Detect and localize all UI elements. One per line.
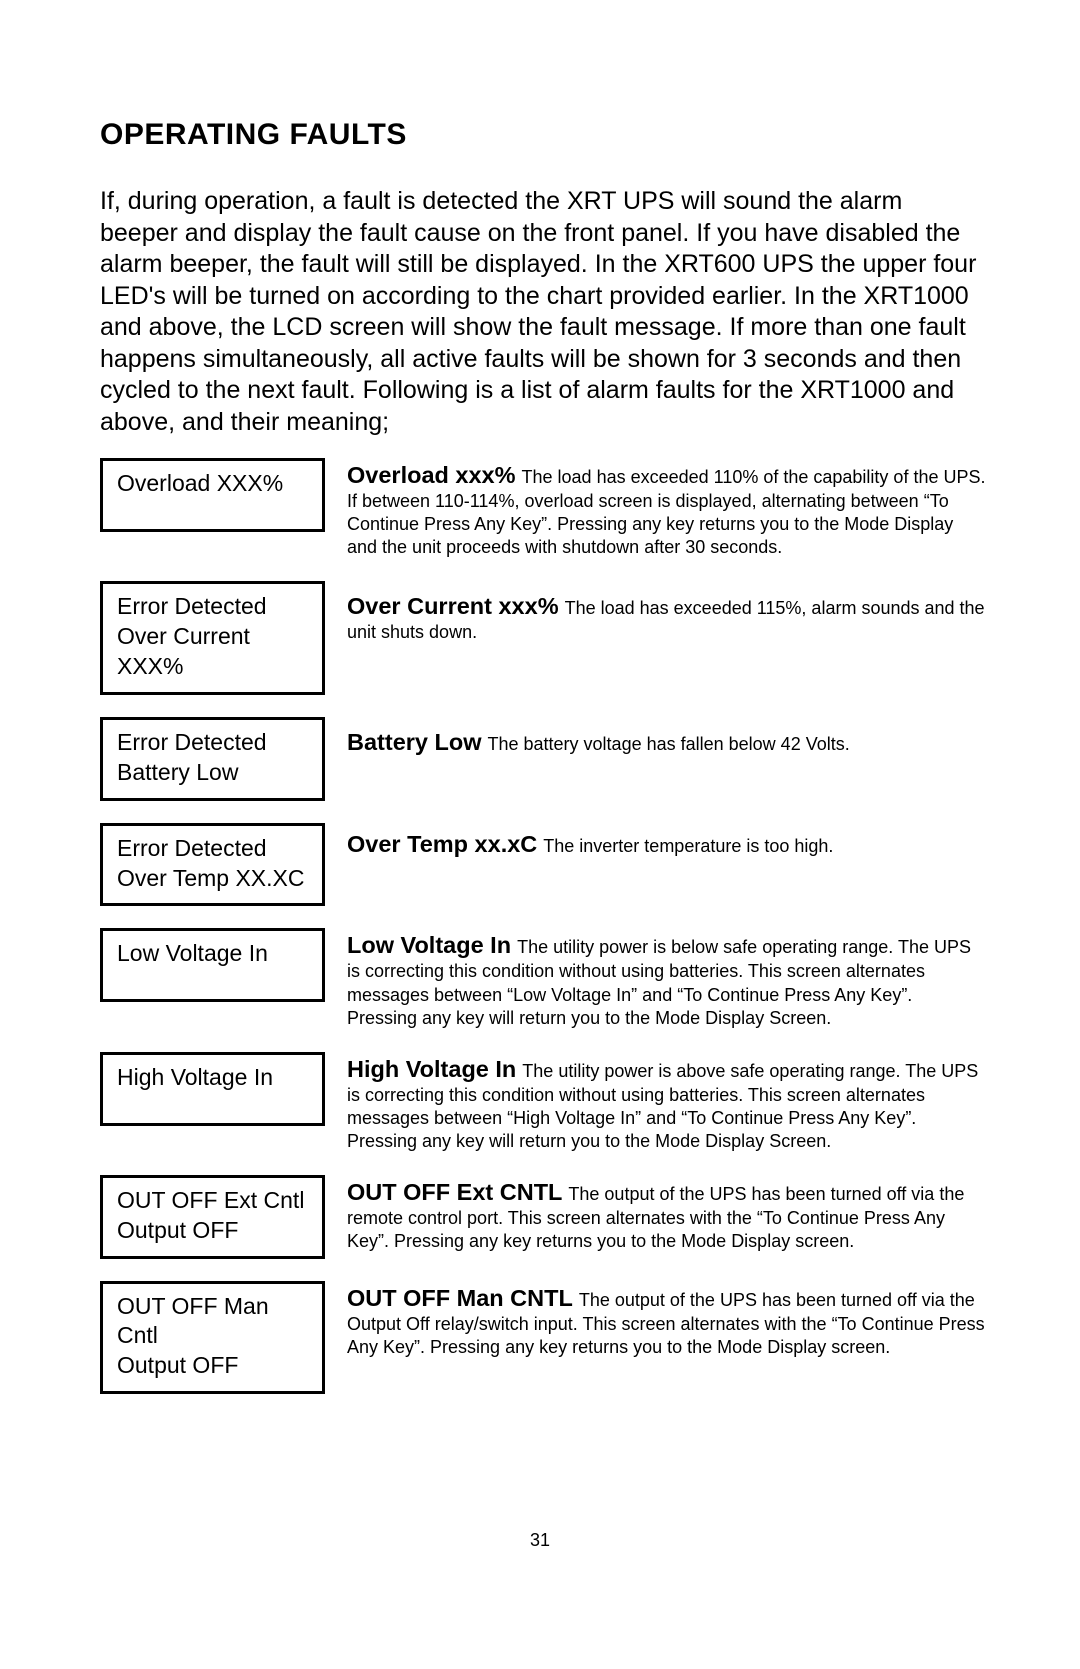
fault-lead: Over Temp xx.xC [347,831,537,857]
lcd-line-1: Error Detected [117,592,308,622]
fault-body: The inverter temperature is too high. [543,836,833,856]
fault-lead: OUT OFF Man CNTL [347,1285,573,1311]
lcd-line-2: Over Current XXX% [117,622,308,682]
lcd-display-box: Error Detected Over Current XXX% [100,581,325,695]
fault-row: OUT OFF Ext Cntl Output OFF OUT OFF Ext … [100,1175,986,1259]
fault-row: Overload XXX% Overload xxx%The load has … [100,458,986,559]
lcd-line-1: Error Detected [117,834,308,864]
fault-description: Over Current xxx%The load has exceeded 1… [347,581,986,644]
lcd-line-1: OUT OFF Man Cntl [117,1292,308,1352]
fault-row: Error Detected Over Current XXX% Over Cu… [100,581,986,695]
section-heading: OPERATING FAULTS [100,118,986,152]
lcd-display-box: Error Detected Over Temp XX.XC [100,823,325,907]
fault-lead: Battery Low [347,729,482,755]
fault-description: OUT OFF Man CNTLThe output of the UPS ha… [347,1281,986,1359]
fault-lead: Over Current xxx% [347,593,559,619]
fault-row: Low Voltage In Low Voltage InThe utility… [100,928,986,1029]
lcd-display-box: Overload XXX% [100,458,325,532]
fault-row: Error Detected Battery Low Battery Low Th… [100,717,986,801]
lcd-display-box: OUT OFF Man Cntl Output OFF [100,1281,325,1395]
lcd-line-1: OUT OFF Ext Cntl [117,1186,308,1216]
lcd-line-1: Low Voltage In [117,939,308,969]
fault-description: Battery Low The battery voltage has falle… [347,717,986,757]
fault-description: Overload xxx%The load has exceeded 110% … [347,458,986,559]
fault-lead: OUT OFF Ext CNTL [347,1179,562,1205]
lcd-display-box: Low Voltage In [100,928,325,1002]
fault-description: Low Voltage InThe utility power is below… [347,928,986,1029]
lcd-line-2: Output OFF [117,1351,308,1381]
fault-lead: Low Voltage In [347,932,511,958]
fault-lead: Overload xxx% [347,462,516,488]
fault-row: High Voltage In High Voltage InThe utili… [100,1052,986,1153]
lcd-line-1: Error Detected [117,728,308,758]
faults-list: Overload XXX% Overload xxx%The load has … [100,458,986,1394]
lcd-line-1: High Voltage In [117,1063,308,1093]
fault-row: Error Detected Over Temp XX.XC Over Temp… [100,823,986,907]
fault-body: The battery voltage has fallen below 42 … [488,734,850,754]
lcd-line-1: Overload XXX% [117,469,308,499]
lcd-line-2: Battery Low [117,758,308,788]
fault-lead: High Voltage In [347,1056,516,1082]
fault-description: Over Temp xx.xC The inverter temperature … [347,823,986,859]
lcd-display-box: OUT OFF Ext Cntl Output OFF [100,1175,325,1259]
fault-description: High Voltage InThe utility power is abov… [347,1052,986,1153]
lcd-display-box: High Voltage In [100,1052,325,1126]
document-page: OPERATING FAULTS If, during operation, a… [0,0,1080,1669]
fault-row: OUT OFF Man Cntl Output OFF OUT OFF Man … [100,1281,986,1395]
fault-description: OUT OFF Ext CNTLThe output of the UPS ha… [347,1175,986,1253]
lcd-display-box: Error Detected Battery Low [100,717,325,801]
lcd-line-2: Over Temp XX.XC [117,864,308,894]
page-number: 31 [0,1530,1080,1551]
intro-paragraph: If, during operation, a fault is detecte… [100,186,986,438]
lcd-line-2: Output OFF [117,1216,308,1246]
